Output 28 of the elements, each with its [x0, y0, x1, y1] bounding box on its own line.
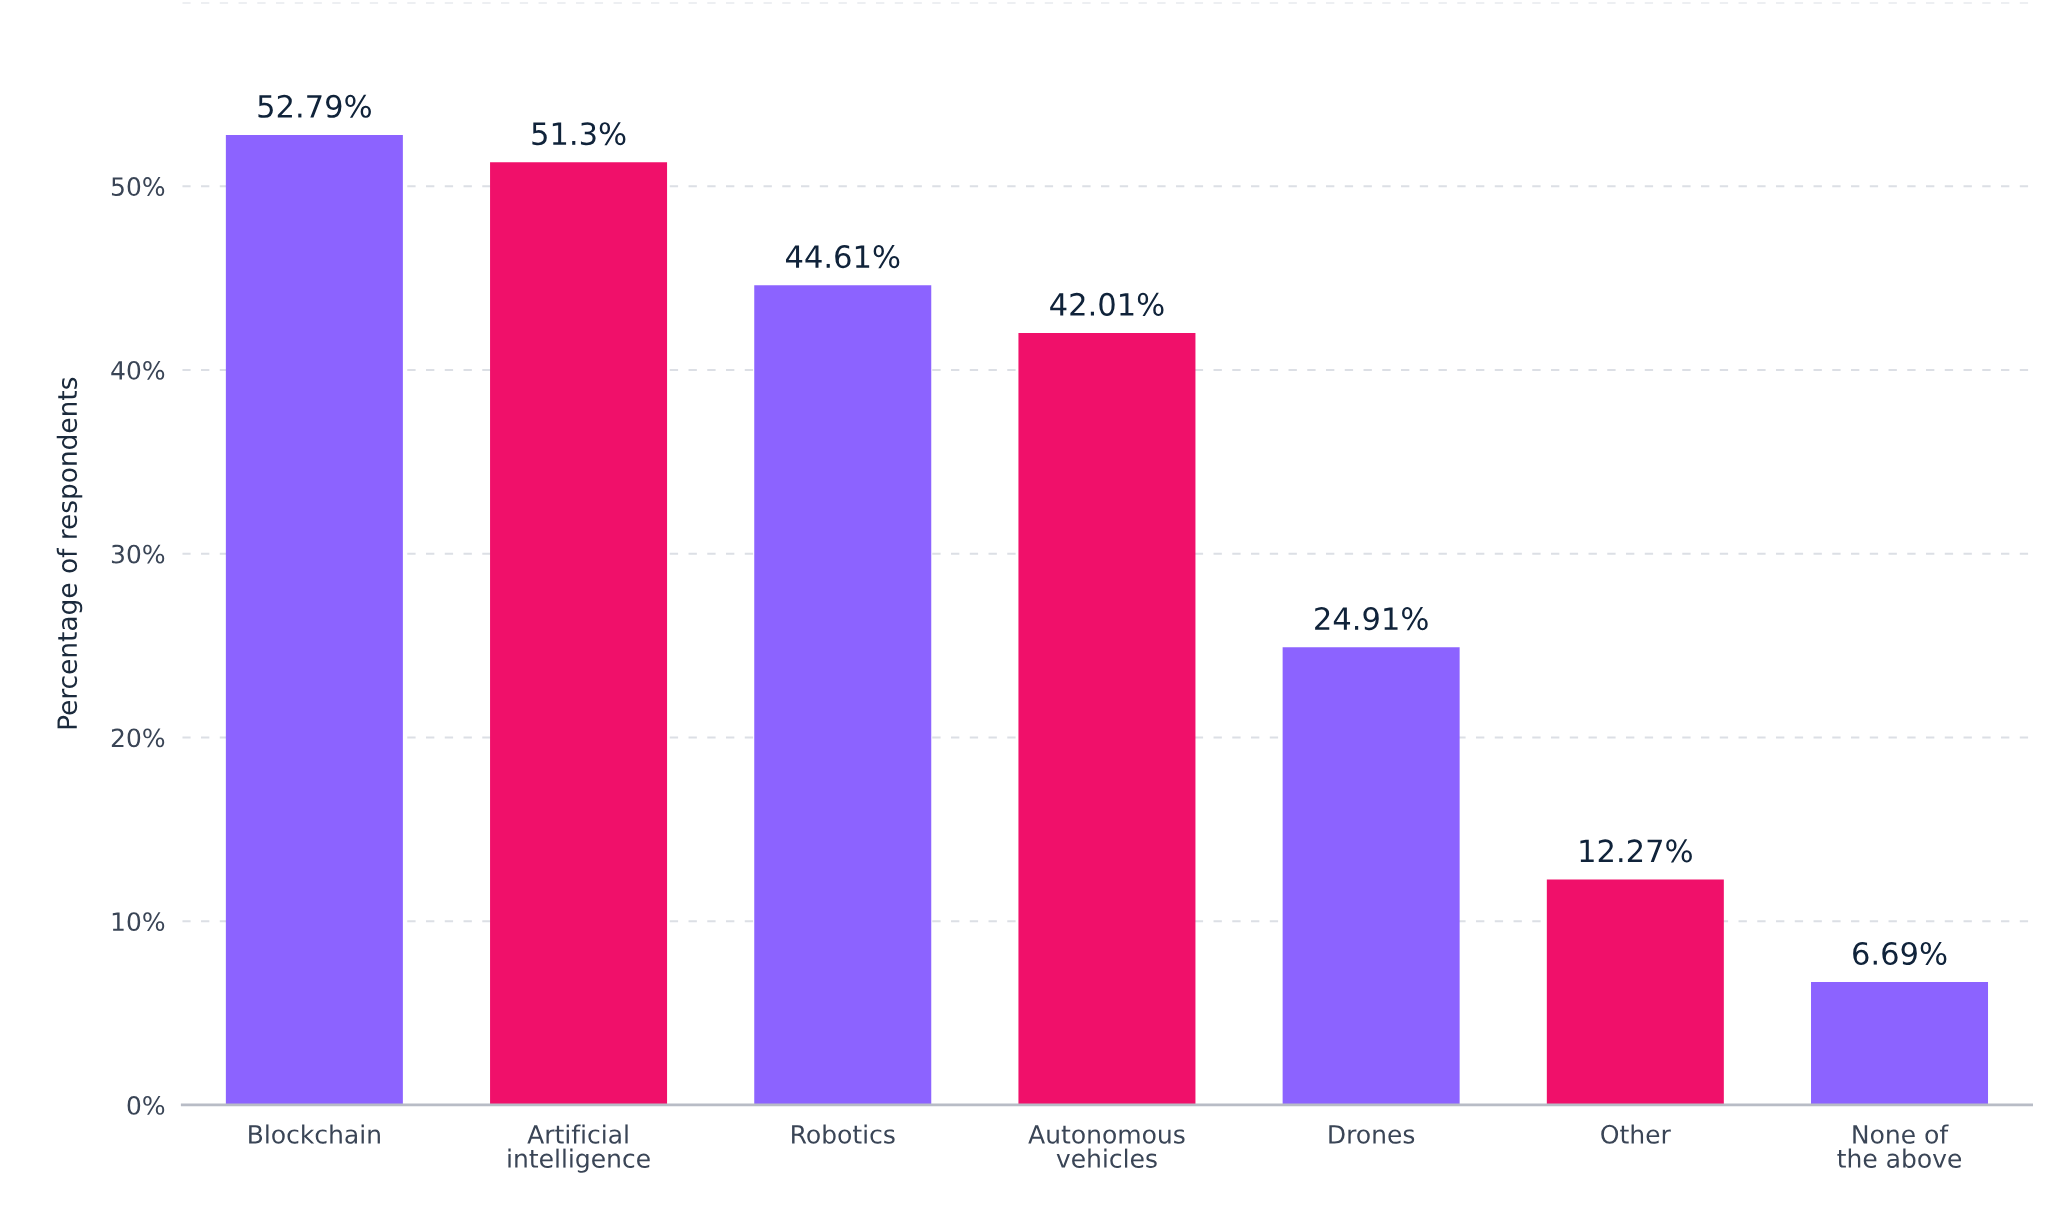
x-tick-label: Artificial intelligence — [508, 1124, 650, 1173]
bar — [1811, 982, 1989, 1105]
x-tick-label: Blockchain — [249, 1124, 380, 1144]
y-tick-label: 10% — [112, 912, 165, 932]
y-tick-label: 40% — [111, 360, 165, 380]
bar — [225, 134, 403, 1105]
data-label: 44.61% — [785, 245, 900, 269]
y-axis-title: Percentage of respondents — [56, 377, 83, 729]
data-label: 52.79% — [258, 94, 371, 118]
x-tick-label: Autonomous vehicles — [1028, 1125, 1185, 1168]
data-label: 24.91% — [1315, 607, 1428, 631]
bar — [490, 162, 668, 1105]
data-label: 6.69% — [1853, 941, 1947, 966]
x-tick-label: None of the above — [1837, 1124, 1961, 1168]
bar — [1018, 333, 1196, 1105]
bar — [1546, 879, 1724, 1105]
bar — [754, 285, 932, 1105]
data-label: 51.3% — [532, 122, 626, 146]
x-tick-label: Drones — [1329, 1125, 1415, 1144]
y-tick-label: 30% — [111, 544, 165, 564]
y-tick-label: 0% — [127, 1095, 165, 1115]
x-tick-label: Robotics — [792, 1124, 895, 1144]
y-tick-label: 50% — [111, 177, 165, 197]
bar — [1282, 647, 1460, 1105]
x-tick-label: Other — [1601, 1124, 1671, 1144]
data-label: 42.01% — [1050, 292, 1164, 316]
data-label: 12.27% — [1580, 839, 1692, 863]
y-tick-label: 20% — [111, 728, 165, 748]
